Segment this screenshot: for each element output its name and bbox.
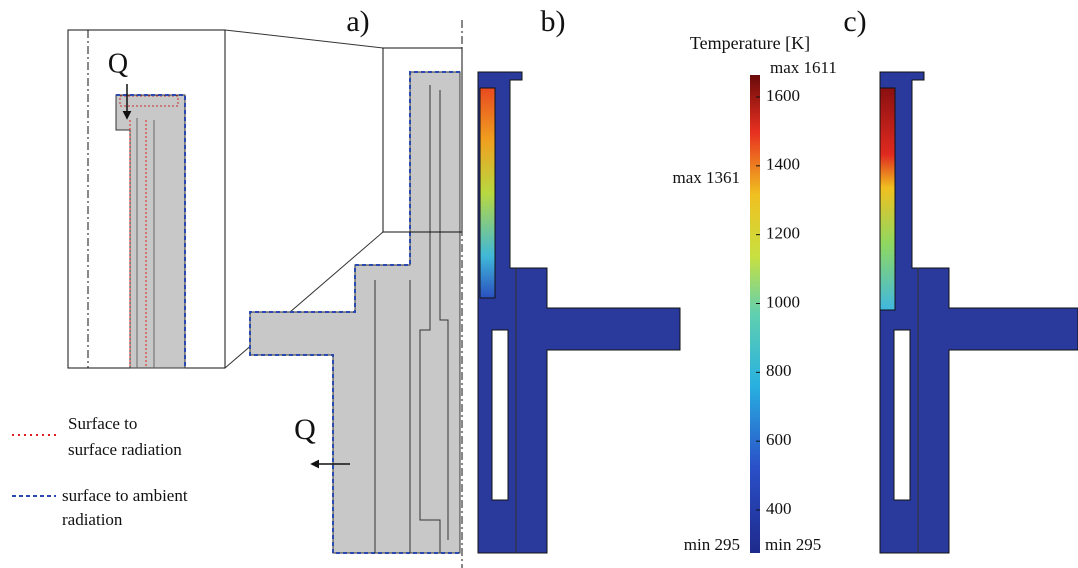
colorbar-title: Temperature [K] xyxy=(690,33,810,53)
colorbar-tick-label: 1600 xyxy=(766,86,800,105)
legend-text: radiation xyxy=(62,510,123,529)
geometry-b xyxy=(477,71,681,554)
legend-text: Surface to xyxy=(68,414,137,433)
heat-label: Q xyxy=(108,48,128,79)
geometry-a xyxy=(249,47,463,554)
legend-text: surface to ambient xyxy=(62,486,188,505)
colorbar-tick-label: 1200 xyxy=(766,224,800,243)
geometry-c xyxy=(879,71,1078,554)
colorbar-tick-label: 400 xyxy=(766,499,792,518)
colorbar-tick-label: 800 xyxy=(766,361,792,380)
colorbar-tick-label: 1000 xyxy=(766,292,800,311)
panel-label: a) xyxy=(346,5,369,38)
colorbar-tick-label: 1400 xyxy=(766,155,800,174)
max-annotation: max 1361 xyxy=(672,168,740,187)
legend-text: surface radiation xyxy=(68,440,182,459)
heat-label: Q xyxy=(294,413,316,446)
inset xyxy=(67,29,226,369)
colorbar xyxy=(750,75,760,553)
colorbar-tick-label: 600 xyxy=(766,430,792,449)
panel-label: c) xyxy=(843,5,866,38)
panel-label: b) xyxy=(541,5,566,38)
min-annotation: min 295 xyxy=(684,535,740,554)
colorbar-max-label: max 1611 xyxy=(770,58,837,77)
colorbar-min-label: min 295 xyxy=(765,535,821,554)
